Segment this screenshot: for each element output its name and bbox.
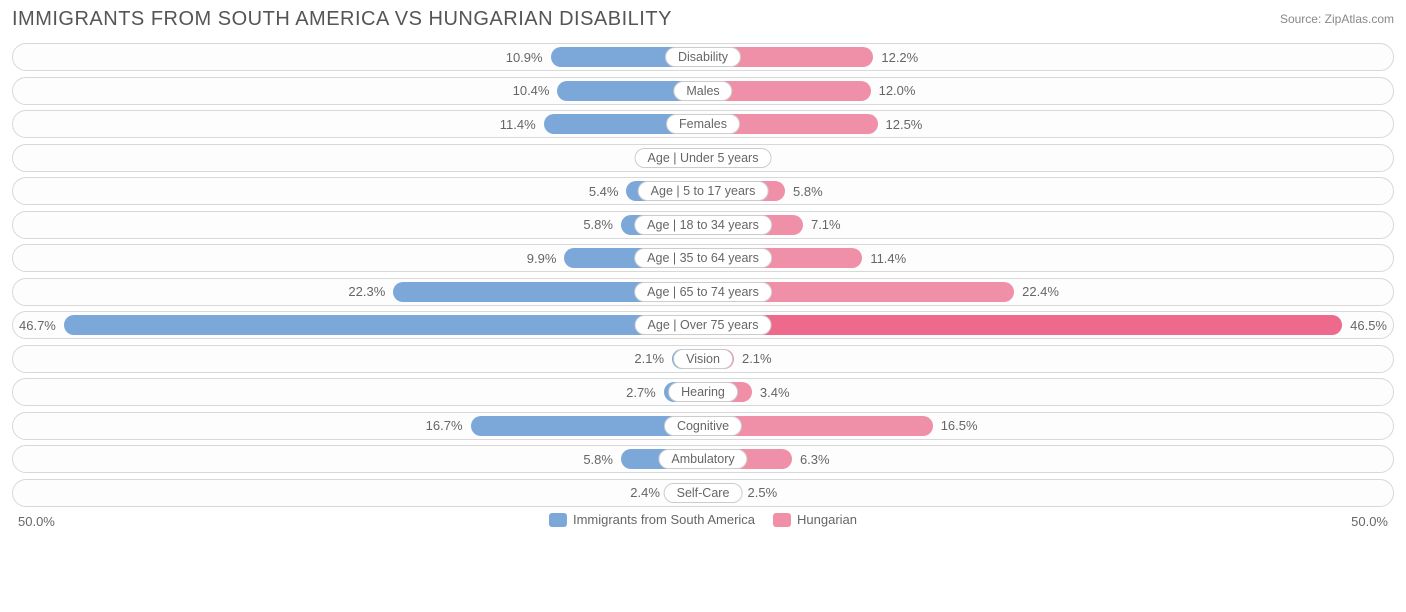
legend-swatch-right <box>773 513 791 527</box>
chart-header: IMMIGRANTS FROM SOUTH AMERICA VS HUNGARI… <box>12 8 1394 31</box>
category-label: Self-Care <box>664 483 743 503</box>
left-bar <box>64 315 701 335</box>
bar-row: 10.9% 12.2% Disability <box>12 43 1394 71</box>
bar-row: 2.7% 3.4% Hearing <box>12 378 1394 406</box>
category-label: Age | 18 to 34 years <box>634 215 772 235</box>
category-label: Males <box>673 81 732 101</box>
left-value-label: 46.7% <box>13 318 62 333</box>
left-value-label: 10.4% <box>507 83 556 98</box>
category-label: Vision <box>673 349 733 369</box>
axis-row: 50.0% Immigrants from South America Hung… <box>12 512 1394 536</box>
right-value-label: 16.5% <box>935 418 984 433</box>
right-value-label: 46.5% <box>1344 318 1393 333</box>
chart-title: IMMIGRANTS FROM SOUTH AMERICA VS HUNGARI… <box>12 8 672 31</box>
left-value-label: 22.3% <box>342 284 391 299</box>
left-value-label: 2.7% <box>620 385 662 400</box>
bar-row: 11.4% 12.5% Females <box>12 110 1394 138</box>
right-value-label: 6.3% <box>794 452 836 467</box>
right-value-label: 3.4% <box>754 385 796 400</box>
right-value-label: 2.1% <box>736 351 778 366</box>
category-label: Females <box>666 114 740 134</box>
legend-item-right: Hungarian <box>773 512 857 527</box>
category-label: Age | 35 to 64 years <box>634 248 772 268</box>
category-label: Ambulatory <box>658 449 747 469</box>
right-value-label: 7.1% <box>805 217 847 232</box>
left-value-label: 5.4% <box>583 184 625 199</box>
left-value-label: 10.9% <box>500 50 549 65</box>
bar-row: 10.4% 12.0% Males <box>12 77 1394 105</box>
left-value-label: 5.8% <box>577 217 619 232</box>
right-bar <box>705 315 1342 335</box>
bar-row: 9.9% 11.4% Age | 35 to 64 years <box>12 244 1394 272</box>
diverging-bar-chart: 10.9% 12.2% Disability 10.4% 12.0% Males 11.4%… <box>12 43 1394 507</box>
bar-row: 22.3% 22.4% Age | 65 to 74 years <box>12 278 1394 306</box>
bar-row: 5.8% 7.1% Age | 18 to 34 years <box>12 211 1394 239</box>
left-value-label: 5.8% <box>577 452 619 467</box>
legend-item-left: Immigrants from South America <box>549 512 755 527</box>
category-label: Cognitive <box>664 416 742 436</box>
right-value-label: 22.4% <box>1016 284 1065 299</box>
bar-row: 46.7% 46.5% Age | Over 75 years <box>12 311 1394 339</box>
category-label: Disability <box>665 47 741 67</box>
left-value-label: 9.9% <box>521 251 563 266</box>
chart-source: Source: ZipAtlas.com <box>1280 12 1394 26</box>
right-value-label: 12.5% <box>880 117 929 132</box>
legend: Immigrants from South America Hungarian <box>549 512 857 527</box>
bar-row: 5.4% 5.8% Age | 5 to 17 years <box>12 177 1394 205</box>
right-value-label: 12.0% <box>873 83 922 98</box>
bar-row: 16.7% 16.5% Cognitive <box>12 412 1394 440</box>
left-value-label: 16.7% <box>420 418 469 433</box>
left-value-label: 2.4% <box>624 485 666 500</box>
right-value-label: 12.2% <box>875 50 924 65</box>
right-value-label: 5.8% <box>787 184 829 199</box>
left-value-label: 2.1% <box>628 351 670 366</box>
bar-row: 5.8% 6.3% Ambulatory <box>12 445 1394 473</box>
bar-row: 2.4% 2.5%Self-Care <box>12 479 1394 507</box>
category-label: Age | Over 75 years <box>635 315 772 335</box>
bar-row: 2.1% 2.1%Vision <box>12 345 1394 373</box>
axis-right-label: 50.0% <box>1351 514 1388 529</box>
category-label: Age | Under 5 years <box>635 148 772 168</box>
axis-left-label: 50.0% <box>18 514 55 529</box>
right-value-label: 11.4% <box>864 251 912 266</box>
legend-swatch-left <box>549 513 567 527</box>
category-label: Age | 65 to 74 years <box>634 282 772 302</box>
category-label: Hearing <box>668 382 738 402</box>
legend-label-right: Hungarian <box>797 512 857 527</box>
right-value-label: 2.5% <box>742 485 784 500</box>
left-value-label: 11.4% <box>494 117 542 132</box>
category-label: Age | 5 to 17 years <box>638 181 769 201</box>
legend-label-left: Immigrants from South America <box>573 512 755 527</box>
bar-row: 1.2%1.5%Age | Under 5 years <box>12 144 1394 172</box>
